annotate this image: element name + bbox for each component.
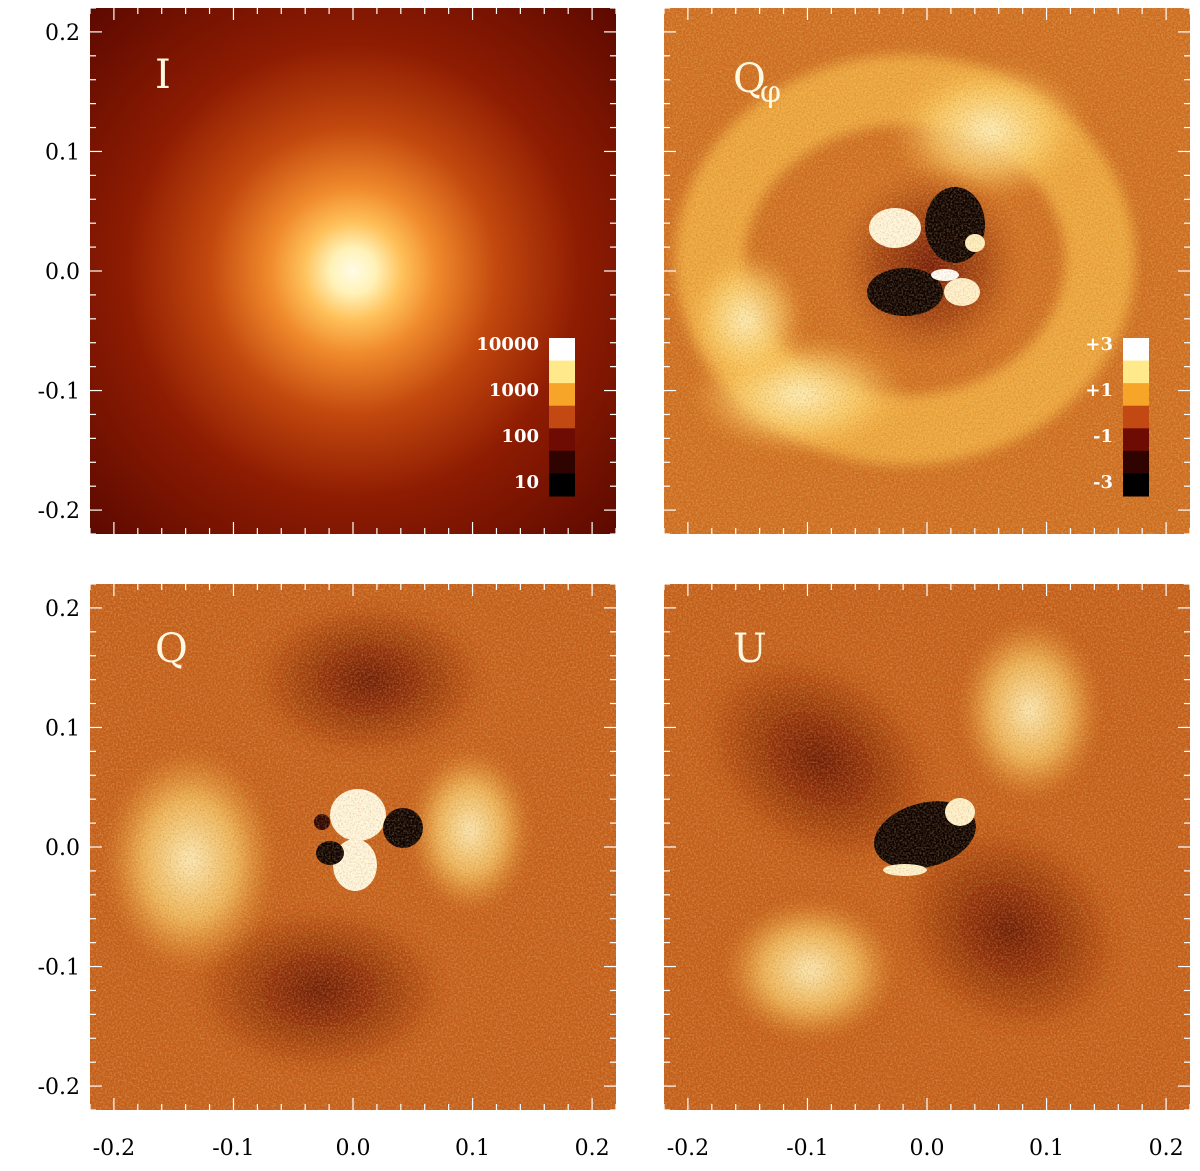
panel-qphi-label: Q [733, 56, 766, 102]
y-tick-label: 0.0 [45, 260, 80, 285]
x-tick-label: -0.1 [212, 1136, 254, 1161]
colorbar-label: 100 [501, 426, 539, 447]
y-tick-label: 0.1 [45, 716, 80, 741]
panel-qphi-colorbar: +3 +1 -1 -3 [1085, 334, 1149, 497]
colorbar-label: 1000 [489, 380, 539, 401]
axes-panel-q: 0.2 0.1 0.0 -0.1 -0.2 -0.2 -0.1 0.0 0.1 0.2 [38, 583, 617, 1161]
y-tick-label: -0.1 [38, 956, 80, 981]
colorbar-step [1123, 473, 1149, 497]
x-tick-label: 0.0 [336, 1136, 371, 1161]
y-tick-label: 0.1 [45, 140, 80, 165]
colorbar-step [1123, 360, 1149, 384]
panel-i-label: I [155, 52, 171, 98]
x-tick-label: -0.1 [786, 1136, 828, 1161]
colorbar-step [1123, 405, 1149, 429]
panel-q-noise-dark [90, 584, 616, 1110]
panel-i-image [90, 8, 616, 534]
panel-qphi-label-subscript: φ [760, 75, 781, 110]
panel-q-label: Q [155, 626, 188, 672]
colorbar-step [549, 383, 575, 407]
colorbar-step [549, 360, 575, 384]
colorbar-step [549, 450, 575, 474]
panel-u-label: U [733, 626, 767, 672]
y-tick-label: -0.2 [38, 1075, 80, 1100]
panel-u [664, 584, 1190, 1110]
x-tick-label: -0.2 [667, 1136, 709, 1161]
x-tick-label: -0.2 [93, 1136, 135, 1161]
panel-qphi [664, 8, 1190, 534]
colorbar-label: +1 [1085, 380, 1113, 401]
colorbar-step [1123, 428, 1149, 452]
panel-i [90, 8, 616, 534]
axes-panel-qphi [663, 7, 1191, 535]
panel-q [90, 584, 616, 1110]
y-tick-label: 0.2 [45, 597, 80, 622]
axes-panel-u: -0.2 -0.1 0.0 0.1 0.2 [663, 583, 1191, 1161]
y-tick-label: 0.2 [45, 21, 80, 46]
x-tick-label: 0.2 [1149, 1136, 1184, 1161]
axes: 0.20.10.0-0.1-0.20.20.10.0-0.1-0.2-0.2 -0… [38, 7, 1191, 1161]
colorbar-step [549, 428, 575, 452]
colorbar-label: 10 [514, 472, 539, 493]
x-tick-label: 0.2 [575, 1136, 610, 1161]
axes-panel-i: 0.2 0.1 0.0 -0.1 -0.2 [38, 7, 617, 535]
panel-qphi-noise-dark [664, 8, 1190, 534]
colorbar-step [549, 405, 575, 429]
panel-u-noise-dark [664, 584, 1190, 1110]
colorbar-step [1123, 383, 1149, 407]
panel-i-colorbar: 10000 1000 100 10 [476, 334, 575, 497]
y-tick-label: 0.0 [45, 836, 80, 861]
colorbar-step [549, 338, 575, 362]
colorbar-step [549, 473, 575, 497]
colorbar-label: 10000 [476, 334, 539, 355]
colorbar-label: +3 [1085, 334, 1113, 355]
colorbar-step [1123, 338, 1149, 362]
x-tick-label: 0.0 [910, 1136, 945, 1161]
colorbar-step [1123, 450, 1149, 474]
y-tick-label: -0.2 [38, 499, 80, 524]
x-tick-label: 0.1 [1029, 1136, 1064, 1161]
x-tick-label: 0.1 [455, 1136, 490, 1161]
y-tick-label: -0.1 [38, 380, 80, 405]
colorbar-label: -1 [1093, 426, 1113, 447]
colorbar-label: -3 [1093, 472, 1113, 493]
